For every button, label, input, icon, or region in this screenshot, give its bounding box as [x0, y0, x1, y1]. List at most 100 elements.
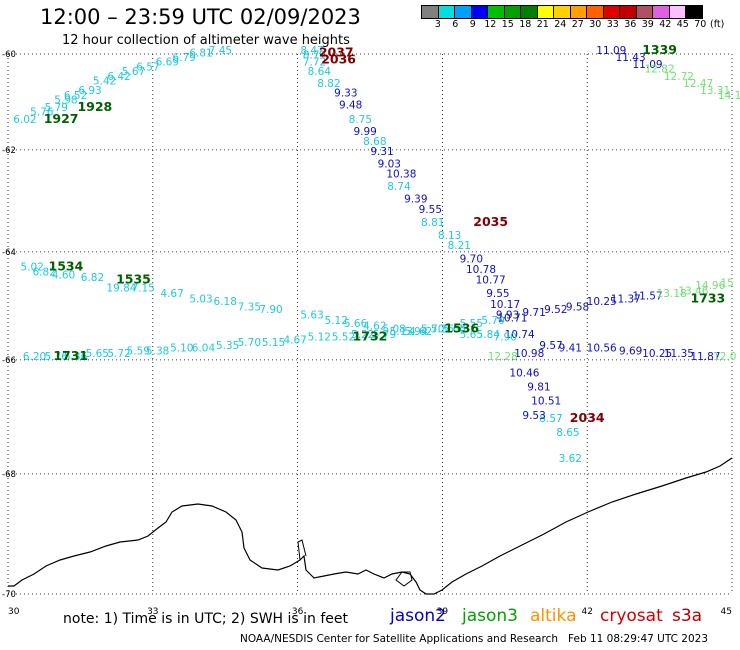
wave-height-value: 5.35 [216, 340, 239, 352]
wave-height-value: 5.70 [481, 315, 504, 327]
wave-height-value: 19.84 [106, 283, 136, 295]
color-scale-label: 27 [571, 19, 584, 30]
wave-height-value: 5.76 [45, 351, 69, 363]
wave-height-value: 12.72 [664, 71, 694, 83]
wave-height-value: 6.93 [78, 85, 101, 97]
wave-height-value: 8.74 [387, 181, 411, 193]
wave-height-value: 9.70 [460, 253, 483, 265]
axis-tick-labels: 30 33 36 39 42 45 -60 -62 -64 -66 -68 -70 [2, 50, 732, 617]
track-track-center-cyan: 8.478.717.728.648.82 8.75 8.68 8.74 8.818.13… [300, 45, 582, 465]
wave-height-value: 5.70 [421, 323, 444, 335]
wave-height-value: 9.41 [559, 343, 582, 355]
wave-height-value: 5.42 [93, 76, 116, 88]
color-scale-unit: (ft) [710, 19, 725, 30]
wave-height-value: 6.69 [156, 57, 179, 69]
pass-time-label: 1731 [53, 348, 88, 363]
wave-height-value: 6.18 [214, 296, 237, 308]
wave-height-value: 10.38 [386, 168, 416, 180]
lon-tick-label: 33 [147, 607, 158, 617]
wave-height-value: 10.25 [587, 296, 617, 308]
wave-height-value: 12.47 [683, 78, 713, 90]
color-scale-label: 9 [469, 19, 476, 30]
wave-height-value: 9.48 [339, 99, 362, 111]
color-scale-label: 39 [641, 19, 654, 30]
track-track-1731-cyan: 6.205.765.365.655.725.595.38 5.106.04 5.35… [23, 323, 517, 363]
coast-island [395, 571, 413, 587]
wave-height-value: 8.57 [539, 413, 562, 425]
wave-height-value: 8.47 [300, 45, 323, 57]
wave-height-value: 8.81 [421, 217, 444, 229]
wave-height-value: 8.82 [317, 78, 340, 90]
color-scale-label: 33 [606, 19, 619, 30]
wave-height-value: 9.58 [566, 302, 589, 314]
color-scale-swatches [421, 5, 724, 19]
color-scale-label: 15 [501, 19, 514, 30]
wave-height-value: 9.03 [378, 158, 401, 170]
wave-height-value: 9.99 [353, 126, 376, 138]
wave-height-value: 5.65 [86, 348, 109, 360]
lat-lon-grid [7, 53, 733, 595]
wave-height-value: 10.17 [490, 299, 520, 311]
map-subtitle: 12 hour collection of altimeter wave hei… [62, 33, 350, 48]
wave-height-value: 6.20 [23, 351, 46, 363]
pass-time-label: 1928 [77, 99, 112, 114]
satellite-legend-jason3: jason3 [462, 606, 518, 626]
wave-height-value: 5.52 [332, 332, 355, 344]
wave-height-value: 11.57 [633, 291, 663, 303]
wave-height-value: 5.65 [460, 329, 483, 341]
wave-height-value: 12.0 [713, 351, 736, 363]
wave-height-value: 9.52 [544, 304, 567, 316]
color-scale-label: 36 [624, 19, 637, 30]
footnote: note: 1) Time is in UTC; 2) SWH is in fe… [63, 611, 349, 627]
wave-height-value: 5.59 [127, 345, 150, 357]
wave-height-value: 11.35 [664, 348, 694, 360]
wave-height-value: 14.1 [718, 90, 740, 102]
pass-time-label: 1535 [116, 272, 151, 287]
color-scale-label: 45 [676, 19, 689, 30]
wave-height-value: 9.55 [486, 288, 509, 300]
wave-height-value: 10.98 [514, 348, 544, 360]
color-scale-label: 30 [589, 19, 602, 30]
wave-height-value: 5.98 [54, 95, 77, 107]
wave-height-value: 8.21 [448, 240, 471, 252]
credit-footer: NOAA/NESDIS Center for Satellite Applica… [240, 633, 708, 645]
lon-tick-label: 39 [437, 607, 449, 617]
lat-tick-label: -70 [2, 590, 16, 600]
pass-time-label: 1536 [444, 320, 479, 335]
color-scale-label: 12 [484, 19, 497, 30]
wave-height-value: 8.65 [556, 427, 579, 439]
wave-height-value: 4.62 [363, 321, 386, 333]
wave-height-value: 5.22 [351, 329, 374, 341]
wave-height-value: 8.64 [308, 66, 332, 78]
wave-height-value: 15 [720, 277, 733, 289]
lat-tick-label: -66 [2, 356, 16, 366]
wave-height-value: 7.90 [493, 332, 516, 344]
altimeter-tracks: 6.025.765.795.986.526.935.426.425.676.57… [13, 45, 740, 465]
color-scale-label: 21 [536, 19, 549, 30]
wave-height-value: 7.45 [209, 45, 232, 57]
wave-height-value: 13.18 [657, 288, 687, 300]
coast-inlet [297, 539, 307, 561]
wave-height-value: 11.43 [616, 52, 646, 64]
lat-tick-label: -60 [2, 50, 16, 60]
wave-height-value: 14.96 [695, 280, 725, 292]
wave-height-value: 6.81 [189, 47, 212, 59]
wave-height-value: 5.12 [325, 315, 348, 327]
wave-height-value: 7.72 [303, 57, 326, 69]
wave-height-value: 10.46 [509, 368, 539, 380]
wave-height-value: 9.31 [370, 146, 393, 158]
wave-height-value: 9.93 [496, 310, 519, 322]
color-scale-label: 24 [554, 19, 567, 30]
wave-height-value: 5.72 [107, 348, 130, 360]
wave-height-value: 10.74 [505, 329, 535, 341]
wave-height-value: 8.13 [438, 230, 461, 242]
wave-height-value: 8.75 [349, 114, 372, 126]
lon-tick-label: 45 [721, 607, 732, 617]
wave-height-value: 7.35 [238, 302, 261, 314]
wave-height-value: 6.02 [13, 114, 36, 126]
wave-height-value: 4.67 [160, 288, 183, 300]
